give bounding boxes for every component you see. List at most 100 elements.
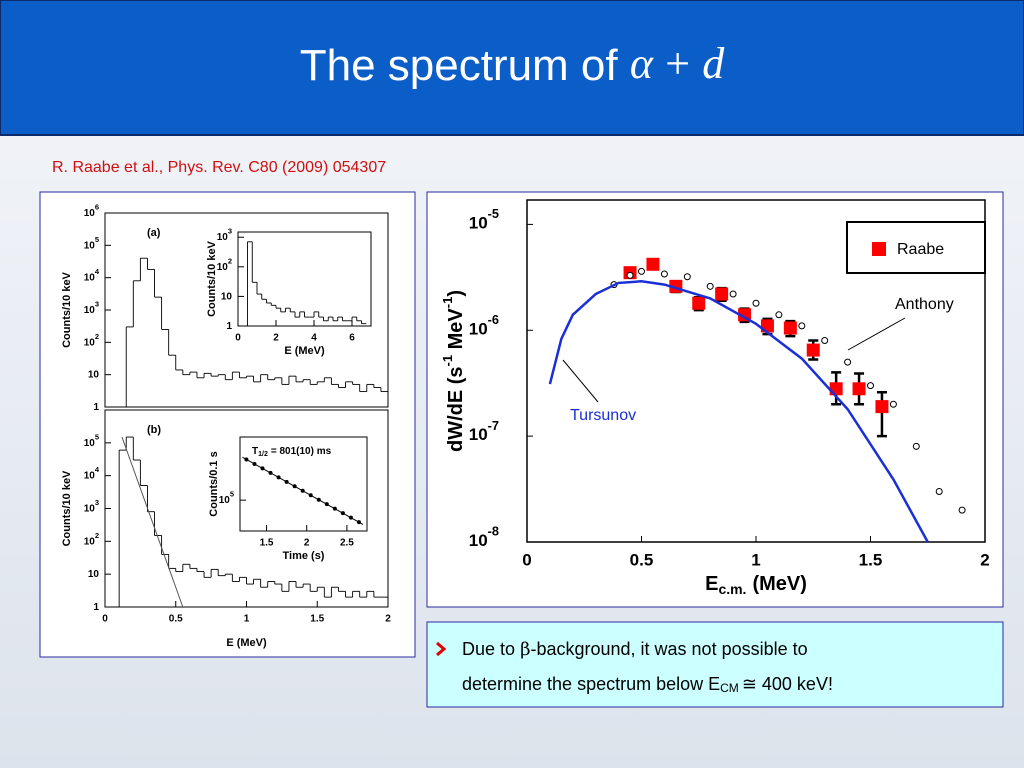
x-tick-label: 2 bbox=[273, 333, 279, 344]
annotation: T1/2 = 801(10) ms bbox=[252, 446, 332, 458]
y-tick-label: 105 bbox=[84, 235, 99, 251]
chart: 105 1.5 2 2.5 Counts/0.1 s Time (s) T1/2 = 801(… bbox=[208, 436, 368, 562]
note-beta: β bbox=[520, 639, 530, 660]
point bbox=[683, 273, 691, 281]
tick-base: 10 bbox=[84, 470, 96, 481]
plot-frame bbox=[237, 231, 372, 327]
tick-base: 10 bbox=[84, 240, 96, 251]
y-tick-label: 10 bbox=[221, 291, 233, 302]
x-axis-label: Ec.m. (MeV) bbox=[705, 573, 807, 596]
y-tick-label: 10 bbox=[88, 369, 100, 380]
point bbox=[829, 382, 843, 396]
point bbox=[821, 337, 829, 345]
panel-label: (a) bbox=[147, 227, 161, 239]
tick-base: 1 bbox=[93, 402, 99, 413]
label-part: MeV bbox=[445, 308, 467, 355]
tick-exponent: 3 bbox=[95, 299, 99, 308]
note-text: -background, it was not possible to bbox=[530, 639, 807, 659]
leader-line bbox=[847, 317, 906, 351]
title-operator: + bbox=[665, 39, 690, 88]
tick-exponent: -6 bbox=[488, 312, 499, 327]
label-part: E bbox=[705, 573, 718, 595]
tick-exponent: 5 bbox=[95, 432, 99, 441]
y-tick-label: 10 bbox=[88, 569, 100, 580]
point bbox=[798, 322, 806, 330]
title: The spectrum of α + d bbox=[300, 39, 726, 90]
y-tick-label: 1 bbox=[93, 602, 99, 613]
label-part: -1 bbox=[440, 297, 455, 309]
x-axis-label: E (MeV) bbox=[284, 345, 325, 357]
tick-base: 10 bbox=[84, 337, 96, 348]
tick-exponent: 3 bbox=[95, 498, 99, 507]
tick-base: 10 bbox=[84, 437, 96, 448]
point bbox=[783, 321, 797, 335]
tick-exponent: 5 bbox=[95, 235, 99, 244]
x-axis-label: Time (s) bbox=[283, 550, 325, 562]
label-part: dW/dE (s bbox=[445, 366, 467, 452]
curve bbox=[548, 280, 929, 543]
chart: 10-510-610-710-80 0.5 1 1.5 2Ec.m. (MeV)dW/dE… bbox=[440, 199, 990, 597]
point bbox=[935, 487, 943, 495]
tick-exponent: 4 bbox=[95, 465, 100, 474]
point bbox=[706, 282, 714, 290]
title-d: d bbox=[702, 39, 725, 88]
x-tick-label: 0 bbox=[102, 614, 108, 625]
tick-base: 10 bbox=[88, 369, 100, 380]
x-tick-label: 0 bbox=[522, 550, 531, 569]
tick-base: 10 bbox=[221, 291, 233, 302]
point bbox=[752, 299, 760, 307]
y-axis-label: Counts/0.1 s bbox=[208, 451, 220, 516]
tick-base: 10 bbox=[88, 569, 100, 580]
tick-exponent: 6 bbox=[95, 202, 99, 211]
tick-base: 10 bbox=[217, 232, 229, 243]
tick-exponent: 2 bbox=[95, 531, 99, 540]
bullet bbox=[436, 641, 447, 657]
tick-base: 1 bbox=[93, 602, 99, 613]
x-tick-label: 2 bbox=[980, 550, 989, 569]
point bbox=[875, 400, 889, 414]
tick-base: 10 bbox=[84, 305, 96, 316]
tick-base: 10 bbox=[84, 272, 96, 283]
y-tick-label: 104 bbox=[84, 465, 100, 481]
y-tick-label: 10-8 bbox=[469, 524, 499, 550]
tick-base: 10 bbox=[469, 531, 488, 550]
annotation-part: T bbox=[252, 446, 258, 457]
y-axis-label: Counts/10 keV bbox=[206, 240, 218, 316]
y-tick-label: 102 bbox=[217, 256, 232, 272]
tick-exponent: 5 bbox=[230, 490, 234, 499]
title-text: The spectrum of bbox=[300, 41, 619, 90]
note-text: determine the spectrum below E bbox=[462, 674, 720, 694]
x-tick-label: 1.5 bbox=[260, 538, 274, 549]
point bbox=[852, 382, 866, 396]
label-part: -1 bbox=[440, 355, 455, 367]
legend bbox=[846, 221, 986, 274]
tick-base: 10 bbox=[84, 536, 96, 547]
tick-base: 10 bbox=[469, 426, 488, 445]
point bbox=[626, 271, 634, 279]
panel-label: (b) bbox=[147, 424, 161, 436]
y-tick-label: 1 bbox=[226, 321, 232, 332]
annotation-part: = 801(10) ms bbox=[271, 446, 332, 457]
label-part: (MeV) bbox=[752, 573, 806, 595]
y-tick-label: 103 bbox=[84, 299, 99, 315]
x-tick-label: 1 bbox=[751, 550, 760, 569]
point bbox=[806, 343, 820, 357]
y-tick-label: 105 bbox=[84, 432, 99, 448]
note-line-1: Due to β-background, it was not possible… bbox=[462, 639, 808, 660]
y-axis-label: Counts/10 keV bbox=[61, 470, 73, 546]
note-line-2: determine the spectrum below ECM ≅ 400 ke… bbox=[462, 674, 833, 695]
note-box bbox=[426, 621, 1004, 708]
point bbox=[867, 382, 874, 390]
y-tick-label: 1 bbox=[93, 402, 99, 413]
header bbox=[0, 0, 1024, 136]
y-tick-label: 102 bbox=[84, 332, 99, 348]
tick-exponent: 2 bbox=[95, 332, 99, 341]
tick-base: 10 bbox=[219, 495, 231, 506]
point bbox=[660, 270, 668, 278]
label-sub: c.m. bbox=[718, 581, 746, 597]
